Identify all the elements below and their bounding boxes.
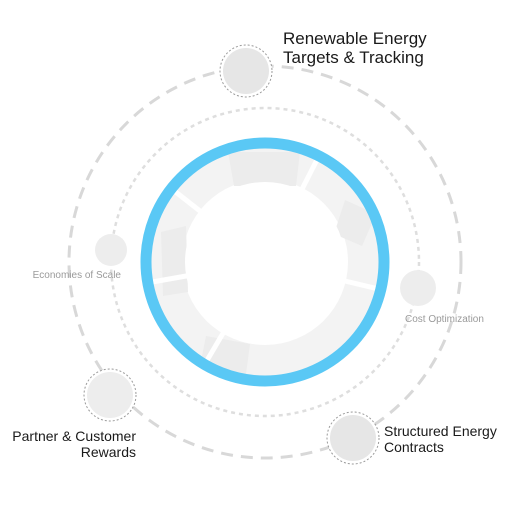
label-line: Partner & Customer xyxy=(12,428,136,444)
node-structured xyxy=(326,411,380,465)
label-line: Targets & Tracking xyxy=(283,47,424,67)
label-partner-rewards: Partner & Customer Rewards xyxy=(12,428,136,460)
label-line: Economies of Scale xyxy=(32,270,121,281)
segmented-wheel xyxy=(140,140,392,376)
label-line: Cost Optimization xyxy=(405,314,484,325)
label-structured-energy: Structured Energy Contracts xyxy=(384,423,497,455)
label-line: Renewable Energy xyxy=(283,29,427,48)
node-renewable xyxy=(219,44,273,98)
label-line: Contracts xyxy=(384,439,444,456)
label-renewable-energy: Renewable Energy Targets & Tracking xyxy=(283,29,427,67)
label-line: Rewards xyxy=(80,444,136,461)
label-economies-of-scale: Economies of Scale xyxy=(33,270,121,282)
label-line: Structured Energy xyxy=(384,423,497,439)
node-partner xyxy=(83,368,137,422)
node-cost xyxy=(400,270,436,306)
node-scale xyxy=(95,234,127,266)
label-cost-optimization: Cost Optimization xyxy=(405,314,484,326)
central-blue-ring xyxy=(140,137,390,387)
